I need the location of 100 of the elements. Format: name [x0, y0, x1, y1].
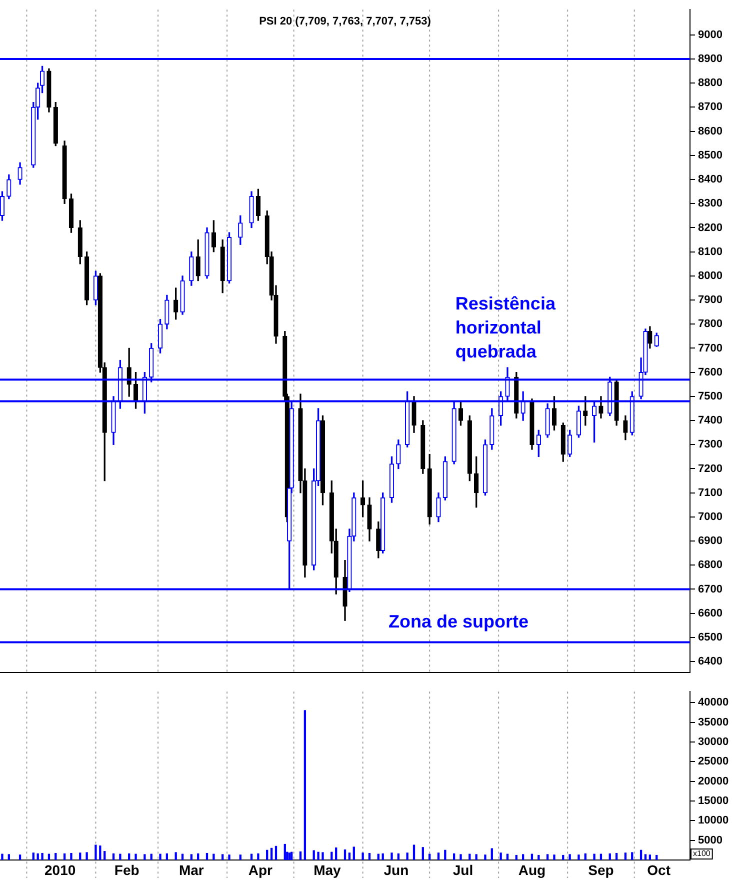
y-tick-label: 35000 [698, 716, 729, 728]
x-tick-label: Oct [647, 862, 671, 878]
bar [330, 852, 333, 860]
bar [299, 851, 302, 860]
bar [144, 854, 146, 860]
y-tick-label: 8000 [698, 270, 722, 282]
y-tick-label: 6400 [698, 656, 722, 668]
bar [290, 852, 293, 860]
x-tick-label: Sep [588, 862, 614, 878]
bar [553, 854, 556, 860]
bar [568, 854, 571, 860]
bar [460, 854, 462, 860]
bar [70, 852, 72, 860]
bar [119, 854, 122, 860]
bar [348, 852, 351, 860]
y-tick-label: 7500 [698, 390, 722, 402]
bar [538, 854, 540, 860]
bar [484, 854, 486, 860]
bar [615, 852, 618, 860]
y-tick-label: 40000 [698, 696, 729, 709]
x-tick-label: Apr [248, 862, 274, 878]
bar [197, 853, 200, 860]
x-tick-label: Feb [114, 862, 140, 878]
bar [1, 854, 4, 860]
bar [368, 852, 371, 860]
y-tick-label: 8100 [698, 246, 722, 258]
bar [382, 853, 384, 860]
y-tick-label: 6900 [698, 535, 722, 548]
x-tick-label: Aug [518, 862, 546, 878]
bar [562, 854, 564, 860]
y-tick-label: 7400 [698, 414, 722, 427]
bar [54, 852, 57, 860]
y-tick-label: 7700 [698, 342, 722, 354]
bar [36, 853, 39, 860]
x-tick-label: Mar [178, 862, 204, 878]
y-tick-label: 8700 [698, 101, 722, 114]
bar [584, 853, 586, 860]
bar [352, 846, 355, 860]
bar [644, 854, 647, 860]
bar [344, 849, 346, 860]
text: PSI 20 (7,709, 7,763, 7,707, 7,753) [259, 16, 432, 28]
y-tick-label: 8800 [698, 77, 722, 90]
bar [228, 854, 230, 860]
bar [362, 852, 364, 860]
bar [63, 853, 66, 860]
bar [437, 852, 440, 860]
bar [578, 854, 580, 860]
y-tick-label: 10000 [698, 814, 729, 827]
y-tick-label: 6700 [698, 583, 722, 596]
bar [86, 852, 88, 860]
bar [222, 854, 224, 860]
bar [134, 854, 137, 860]
y-tick-label: 7900 [698, 294, 722, 306]
bar [99, 846, 102, 860]
x-tick-label: Jun [384, 862, 409, 878]
bar [206, 852, 208, 860]
y-tick-label: 8600 [698, 125, 722, 138]
bar [159, 854, 162, 860]
bar [490, 848, 493, 860]
bar [266, 850, 268, 860]
x-tick-label: May [314, 862, 342, 878]
bar [452, 853, 456, 860]
y-tick-label: 6600 [698, 607, 722, 620]
y-tick-label: 7800 [698, 318, 722, 330]
bar [190, 854, 192, 860]
bar [166, 853, 168, 860]
bar [304, 710, 306, 860]
x-tick-label: Jul [452, 862, 474, 878]
bar [288, 852, 290, 860]
y-tick-label: 5000 [698, 834, 722, 846]
bar [128, 853, 130, 860]
bar [32, 852, 34, 860]
bar [546, 854, 549, 860]
bar [500, 852, 502, 860]
y-tick-label: 8300 [698, 198, 722, 210]
y-tick-label: 8900 [698, 53, 722, 66]
y-tick-label: 7000 [698, 510, 722, 523]
bar [212, 854, 215, 860]
y-tick-label: 8500 [698, 149, 722, 162]
bar [18, 854, 22, 860]
bar [390, 852, 393, 860]
bar [444, 850, 446, 860]
y-tick-label: 8400 [698, 174, 722, 186]
bar [8, 854, 10, 860]
bar [112, 853, 115, 860]
bar [397, 853, 400, 860]
y-tick-label: 7600 [698, 366, 722, 378]
bar [322, 852, 324, 860]
bar [522, 854, 524, 860]
bar [284, 844, 286, 860]
annotation: Resistência horizontal quebrada [455, 294, 556, 362]
bar [174, 852, 177, 860]
y-tick-label: 25000 [698, 756, 729, 768]
bar [270, 848, 273, 860]
bar [648, 854, 652, 860]
bar [274, 846, 278, 860]
y-tick-label: 7200 [698, 462, 722, 475]
bar [406, 852, 408, 860]
bar [631, 852, 634, 860]
bar [335, 847, 338, 860]
